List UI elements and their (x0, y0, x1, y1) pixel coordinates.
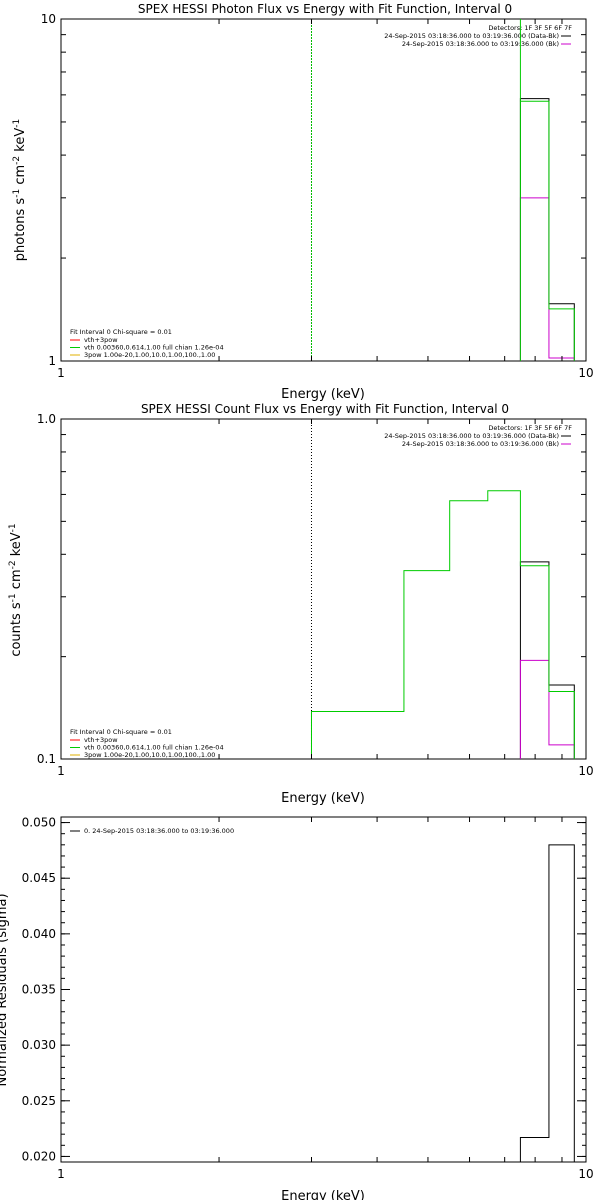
photon-flux-title: SPEX HESSI Photon Flux vs Energy with Fi… (138, 2, 512, 16)
residuals-legend-entry: 0. 24-Sep-2015 03:18:36.000 to 03:19:36.… (84, 827, 234, 835)
photon-flux-fit-header: Fit Interval 0 Chi-square = 0.01 (70, 328, 172, 336)
photon-flux-series-1-histogram (519, 197, 575, 361)
count-flux-xtick-label: 10 (578, 764, 593, 778)
count-flux-ytick-label: 1.0 (37, 412, 56, 426)
photon-flux-legend-entry: 3pow 1.00e-20,1.00,10.0,1.00,100.,1.00 (84, 351, 215, 359)
count-flux-series-1-histogram (519, 659, 575, 759)
photon-flux-xtick-label: 10 (578, 366, 593, 380)
residuals-xtick-label: 1 (57, 1167, 65, 1181)
photon-flux-detectors: Detectors: 1F 3F 5F 6F 7F (488, 24, 572, 32)
residuals-xlabel: Energy (keV) (281, 1189, 365, 1200)
photon-flux-ylabel: photons s-1 cm-2 keV-1 (12, 119, 28, 261)
residuals-ytick-label: 0.035 (22, 983, 56, 997)
count-flux-ytick-label: 0.1 (37, 752, 56, 766)
photon-flux-data-interval: 24-Sep-2015 03:18:36.000 to 03:19:36.000… (384, 32, 559, 40)
count-flux-bk-interval: 24-Sep-2015 03:18:36.000 to 03:19:36.000… (402, 440, 559, 448)
photon-flux-bk-interval: 24-Sep-2015 03:18:36.000 to 03:19:36.000… (402, 40, 559, 48)
residuals-plot-frame (60, 816, 587, 1163)
residuals-series-0-histogram (519, 844, 575, 1162)
photon-flux-axis-ticks: 1 10 1 10 (41, 12, 594, 380)
photon-flux-panel: SPEX HESSI Photon Flux vs Energy with Fi… (12, 2, 594, 402)
residuals-ytick-label: 0.040 (22, 927, 56, 941)
photon-flux-xtick-label: 1 (57, 366, 65, 380)
count-flux-panel: SPEX HESSI Count Flux vs Energy with Fit… (8, 402, 594, 806)
count-flux-legend-entry: vth 0.00360,0.614,1.00 full chian 1.26e-… (84, 744, 224, 752)
photon-flux-plot-frame (60, 18, 587, 362)
photon-flux-series-2-histogram (519, 100, 575, 361)
photon-flux-ytick-label: 10 (41, 12, 56, 26)
count-flux-axis-ticks: 0.1 1.0 1 10 (37, 412, 594, 778)
count-flux-legend-entry: 3pow 1.00e-20,1.00,10.0,1.00,100.,1.00 (84, 751, 215, 759)
residuals-ytick-label: 0.050 (22, 816, 56, 830)
count-flux-xlabel: Energy (keV) (281, 791, 365, 806)
count-flux-fit-header: Fit Interval 0 Chi-square = 0.01 (70, 728, 172, 736)
photon-flux-xlabel: Energy (keV) (281, 387, 365, 402)
count-flux-data-interval: 24-Sep-2015 03:18:36.000 to 03:19:36.000… (384, 432, 559, 440)
photon-flux-legend-entry: vth 0.00360,0.614,1.00 full chian 1.26e-… (84, 344, 224, 352)
residuals-ytick-label: 0.025 (22, 1094, 56, 1108)
count-flux-plot-area (310, 419, 575, 759)
residuals-panel: Normalized Residuals (sigma) Energy (keV… (0, 816, 594, 1204)
residuals-ytick-label: 0.030 (22, 1038, 56, 1052)
residuals-plot-area (519, 844, 575, 1162)
photon-flux-ytick-label: 1 (48, 354, 56, 368)
count-flux-title: SPEX HESSI Count Flux vs Energy with Fit… (141, 402, 509, 416)
residuals-ytick-label: 0.045 (22, 871, 56, 885)
residuals-legend: 0. 24-Sep-2015 03:18:36.000 to 03:19:36.… (70, 827, 234, 835)
count-flux-ylabel: counts s-1 cm-2 keV-1 (8, 523, 24, 656)
count-flux-detectors: Detectors: 1F 3F 5F 6F 7F (488, 424, 572, 432)
photon-flux-series-0-histogram (519, 98, 575, 361)
count-flux-series-2-histogram (310, 490, 575, 759)
count-flux-plot-frame (60, 418, 587, 760)
residuals-ytick-label: 0.020 (22, 1149, 56, 1163)
count-flux-legend-entry: vth+3pow (84, 736, 118, 744)
photon-flux-legend-entry: vth+3pow (84, 336, 118, 344)
residuals-ylabel: Normalized Residuals (sigma) (0, 893, 10, 1086)
residuals-xtick-label: 10 (578, 1167, 593, 1181)
count-flux-xtick-label: 1 (57, 764, 65, 778)
residuals-axis-ticks: 0.020 0.025 0.030 0.035 0.040 0.045 0.050 1 10 (22, 816, 594, 1181)
photon-flux-plot-area (310, 19, 575, 361)
